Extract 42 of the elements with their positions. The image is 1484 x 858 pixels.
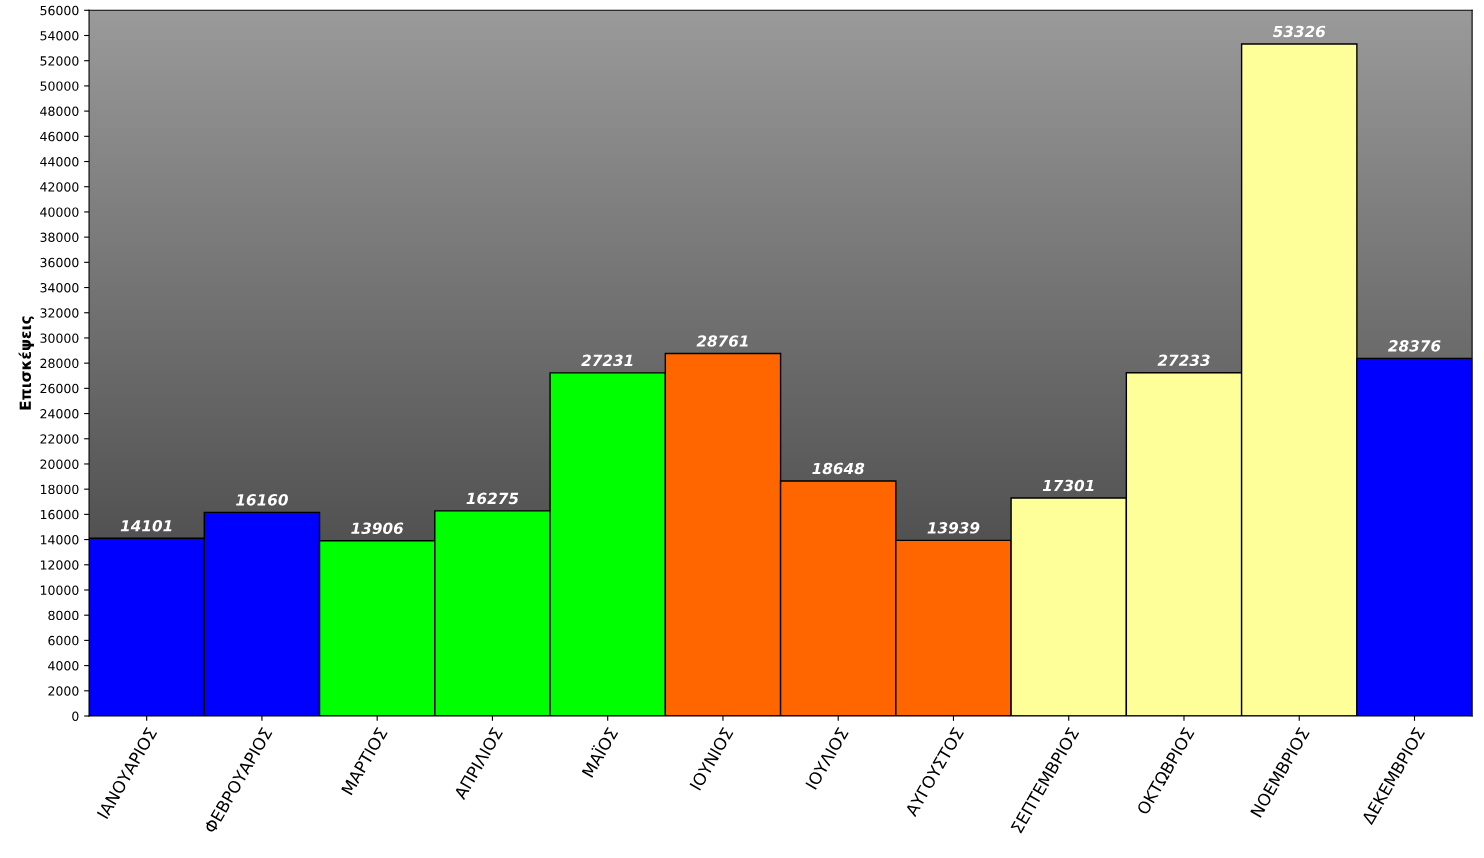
y-tick-label: 46000 [40,131,79,142]
data-label: 16275 [466,492,519,505]
data-label: 18648 [812,462,865,475]
data-label: 27231 [581,354,633,367]
y-tick-label: 50000 [40,81,79,91]
y-tick-label: 28000 [40,358,79,369]
y-tick-label: 32000 [40,308,79,318]
y-tick-label: 44000 [40,156,79,167]
y-tick-label: 0 [72,711,79,721]
data-label: 28376 [1388,340,1441,352]
y-axis-title: Επισκέψεις [18,316,34,410]
data-label: 53326 [1272,25,1326,38]
y-tick-label: 56000 [40,5,79,16]
y-tick-label: 24000 [40,409,79,419]
y-tick-label: 52000 [40,56,79,66]
y-tick-label: 18000 [40,484,79,495]
data-label: 16160 [236,494,288,506]
y-tick-label: 38000 [40,232,79,243]
data-label: 28761 [696,335,748,347]
y-tick-label: 34000 [40,283,79,293]
data-label: 13939 [927,522,980,534]
data-label: 14101 [120,520,172,532]
y-tick-label: 36000 [40,257,79,268]
y-tick-label: 54000 [40,30,79,41]
y-tick-label: 12000 [40,560,79,570]
y-tick-label: 14000 [40,535,79,545]
data-label: 27233 [1157,354,1210,367]
y-tick-label: 10000 [40,585,79,595]
y-tick-label: 42000 [40,182,79,192]
y-tick-label: 2000 [48,686,79,696]
y-tick-label: 48000 [40,106,79,117]
y-tick-label: 16000 [40,509,79,520]
y-tick-label: 40000 [40,207,79,217]
data-label: 17301 [1042,479,1094,492]
y-tick-label: 4000 [48,661,79,671]
y-tick-label: 30000 [40,333,79,343]
data-label: 13906 [351,522,404,535]
y-tick-label: 6000 [48,635,79,646]
y-tick-label: 20000 [40,459,79,469]
y-tick-label: 8000 [48,610,79,621]
y-tick-label: 26000 [40,383,79,394]
y-tick-label: 22000 [40,434,79,444]
